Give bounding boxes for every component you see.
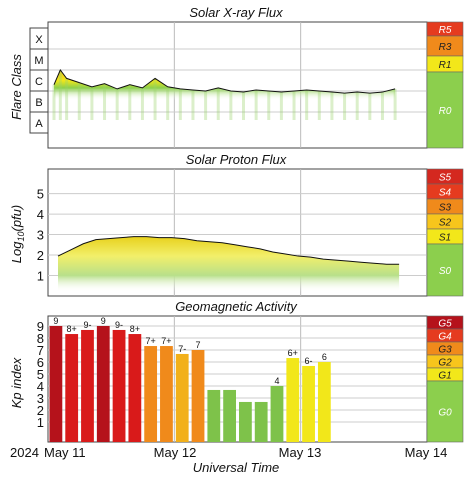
geomag-level-label: G2 [438, 358, 452, 369]
kp-bar-label: 6+ [288, 348, 298, 358]
kp-bar [191, 350, 205, 442]
xray-level-box [426, 71, 464, 149]
proton-tick-label: 4 [37, 207, 44, 222]
class-label: A [35, 118, 43, 130]
xray-ylabel: Flare Class [9, 54, 24, 120]
geomag-level-label: G5 [438, 319, 452, 330]
kp-bar [49, 326, 63, 442]
proton-title: Solar Proton Flux [186, 152, 287, 167]
x-tick-may11: May 11 [44, 445, 86, 460]
kp-bar [302, 365, 315, 442]
x-tick-may13: May 13 [279, 445, 322, 460]
geomag-level-label: G1 [438, 371, 451, 382]
x-year-label: 2024 [10, 445, 39, 460]
proton-flux-area [58, 236, 400, 292]
geomag-level-box [426, 380, 464, 443]
class-label: B [35, 97, 42, 109]
x-tick-may14: May 14 [405, 445, 448, 460]
kp-tick-label: 3 [37, 391, 44, 406]
kp-tick-label: 6 [37, 355, 44, 370]
kp-bar-label: 7+ [161, 336, 171, 346]
kp-bar [96, 326, 110, 442]
kp-tick-label: 8 [37, 331, 44, 346]
kp-bar [175, 353, 189, 442]
kp-bar-label: 9 [53, 316, 58, 326]
xray-level-label: R3 [439, 42, 452, 53]
xray-level-label: R1 [439, 60, 452, 71]
xray-level-label: R5 [439, 25, 452, 36]
kp-tick-label: 9 [37, 319, 44, 334]
class-label: C [35, 76, 43, 88]
kp-bar [270, 386, 284, 442]
kp-bar [223, 389, 236, 442]
kp-bar [144, 346, 158, 442]
geomag-level-label: G0 [438, 408, 452, 419]
proton-tick-label: 5 [37, 187, 44, 202]
proton-level-label: S4 [439, 188, 452, 199]
kp-bar-label: 9- [115, 320, 123, 330]
proton-level-label: S0 [439, 266, 452, 277]
xray-plot-frame [47, 21, 428, 149]
kp-bar [207, 389, 221, 442]
proton-level-label: S1 [439, 233, 451, 244]
proton-tick-label: 2 [37, 248, 44, 263]
kp-tick-label: 7 [37, 343, 44, 358]
kp-tick-label: 4 [37, 379, 44, 394]
kp-tick-label: 5 [37, 367, 44, 382]
proton-flux-line [57, 236, 400, 265]
kp-bar [65, 334, 79, 442]
kp-bar-label: 8+ [67, 324, 77, 334]
geomag-ylabel: Kp index [9, 357, 24, 408]
proton-level-box [426, 243, 464, 297]
kp-bar [81, 329, 94, 442]
proton-tick-label: 3 [37, 228, 44, 243]
kp-bar-label: 7+ [146, 336, 156, 346]
x-tick-may12: May 12 [154, 445, 197, 460]
kp-bar-label: 8+ [130, 324, 140, 334]
geomag-level-label: G4 [438, 332, 452, 343]
proton-tick-label: 1 [37, 269, 44, 284]
kp-tick-label: 2 [37, 403, 44, 418]
xray-level-label: R0 [439, 106, 452, 117]
class-label: M [34, 55, 43, 67]
kp-bar-label: 9 [101, 316, 106, 326]
proton-level-label: S5 [439, 173, 452, 184]
kp-bar [112, 329, 126, 442]
proton-level-label: S2 [439, 218, 452, 229]
proton-level-label: S3 [439, 203, 452, 214]
kp-bar-label: 6 [322, 352, 327, 362]
xray-title: Solar X-ray Flux [189, 5, 283, 20]
xray-flux-area [54, 70, 396, 100]
kp-bar [317, 362, 331, 442]
geomag-level-label: G3 [438, 345, 452, 356]
kp-bar-label: 9- [83, 320, 91, 330]
kp-bar [239, 401, 252, 442]
kp-bar [160, 346, 173, 442]
kp-bar-label: 6- [305, 356, 313, 366]
kp-tick-label: 1 [37, 415, 44, 430]
class-label: X [35, 34, 43, 46]
proton-ylabel: Log10(pfu) [9, 205, 26, 263]
kp-bar [128, 334, 142, 442]
kp-bar [254, 401, 268, 442]
x-axis-label: Universal Time [193, 460, 280, 475]
kp-bar-label: 4 [274, 376, 279, 386]
geomag-plot-frame [47, 315, 428, 443]
kp-bar-label: 7- [178, 344, 186, 354]
geomag-title: Geomagnetic Activity [175, 299, 298, 314]
xray-flux-line [53, 69, 396, 94]
kp-bar-label: 7 [196, 340, 201, 350]
kp-bar [286, 358, 300, 442]
class-box [29, 111, 49, 134]
